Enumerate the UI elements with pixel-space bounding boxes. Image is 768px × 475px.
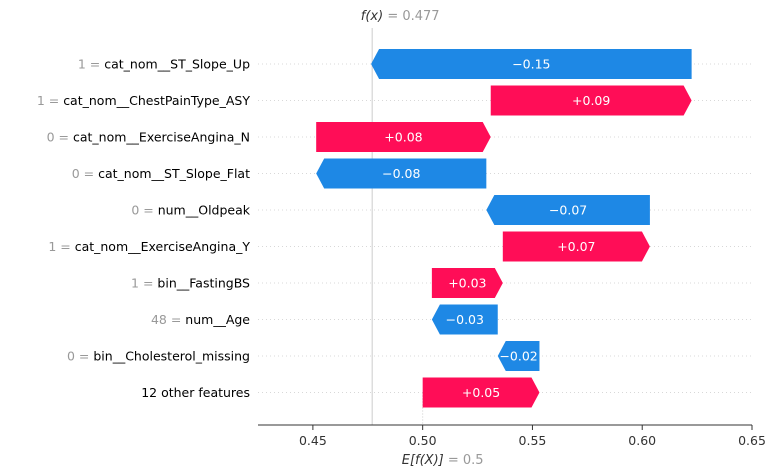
bar-value-label: +0.09 [572, 93, 610, 108]
bar-value-label: −0.08 [382, 166, 420, 181]
feature-label: 12 other features [141, 385, 250, 400]
bars: −0.15 +0.09 +0.08 −0.08 −0.07 +0.07 +0.03 −0.03… [316, 49, 692, 408]
feature-value: 48 = [151, 312, 185, 327]
base-value-annotation: E[f(X)] = 0.5 [402, 453, 484, 468]
feature-name: cat_nom__ChestPainType_ASY [63, 93, 250, 108]
feature-label: 0 = bin__Cholesterol_missing [67, 349, 250, 364]
waterfall-bar [486, 195, 650, 225]
feature-name: cat_nom__ExerciseAngina_Y [75, 239, 251, 254]
feature-value: 0 = [47, 130, 73, 145]
row-labels: 1 = cat_nom__ST_Slope_Up1 = cat_nom__Che… [37, 57, 251, 401]
feature-label: 0 = cat_nom__ST_Slope_Flat [72, 166, 250, 181]
feature-label: 1 = cat_nom__ExerciseAngina_Y [48, 239, 250, 254]
bar-value-label: −0.03 [446, 312, 484, 327]
waterfall-bar [431, 304, 498, 335]
feature-name: 12 other features [141, 385, 250, 400]
feature-label: 48 = num__Age [151, 312, 250, 327]
waterfall-bar [422, 377, 540, 408]
bar-value-label: −0.07 [549, 203, 587, 218]
feature-name: num__Age [185, 312, 250, 327]
feature-value: 1 = [78, 57, 104, 72]
feature-value: 1 = [37, 93, 63, 108]
feature-value: 0 = [67, 349, 93, 364]
x-tick-label: 0.60 [628, 433, 656, 448]
waterfall-bar [497, 341, 540, 371]
feature-name: num__Oldpeak [158, 203, 251, 218]
bar-value-label: +0.07 [557, 239, 595, 254]
feature-name: cat_nom__ST_Slope_Up [104, 57, 250, 72]
x-tick-label: 0.50 [409, 433, 437, 448]
waterfall-bar [490, 85, 692, 116]
bar-value-label: −0.15 [512, 57, 550, 72]
bar-value-label: +0.03 [448, 276, 486, 291]
x-tick-label: 0.65 [738, 433, 766, 448]
fx-equals: = [387, 9, 402, 24]
feature-value: 0 = [131, 203, 157, 218]
waterfall-bar [502, 231, 650, 262]
feature-value: 1 = [48, 239, 74, 254]
feature-value: 1 = [131, 276, 157, 291]
fx-label: f(x) [361, 9, 383, 24]
fx-annotation: f(x) = 0.477 [361, 9, 440, 24]
feature-name: cat_nom__ST_Slope_Flat [98, 166, 250, 181]
waterfall-bar [431, 268, 503, 298]
feature-name: bin__FastingBS [157, 276, 250, 291]
base-value: 0.5 [463, 453, 484, 468]
waterfall-bar [316, 122, 491, 152]
bar-value-label: +0.05 [462, 385, 500, 400]
x-tick-label: 0.55 [519, 433, 547, 448]
fx-value: 0.477 [402, 9, 439, 24]
feature-label: 1 = cat_nom__ST_Slope_Up [78, 57, 250, 72]
base-equals: = [448, 453, 463, 468]
feature-label: 1 = cat_nom__ChestPainType_ASY [37, 93, 251, 108]
x-axis: 0.45 0.50 0.55 0.60 0.65 [258, 424, 766, 448]
feature-value: 0 = [72, 166, 98, 181]
feature-label: 1 = bin__FastingBS [131, 276, 250, 291]
waterfall-bar [316, 158, 487, 189]
feature-name: bin__Cholesterol_missing [93, 349, 250, 364]
base-label: E[f(X)] [402, 453, 444, 468]
feature-name: cat_nom__ExerciseAngina_N [73, 130, 250, 145]
bar-value-label: −0.02 [499, 349, 537, 364]
feature-label: 0 = cat_nom__ExerciseAngina_N [47, 130, 250, 145]
bar-value-label: +0.08 [384, 130, 422, 145]
x-tick-label: 0.45 [299, 433, 327, 448]
waterfall-bar [371, 49, 692, 79]
feature-label: 0 = num__Oldpeak [131, 203, 250, 218]
